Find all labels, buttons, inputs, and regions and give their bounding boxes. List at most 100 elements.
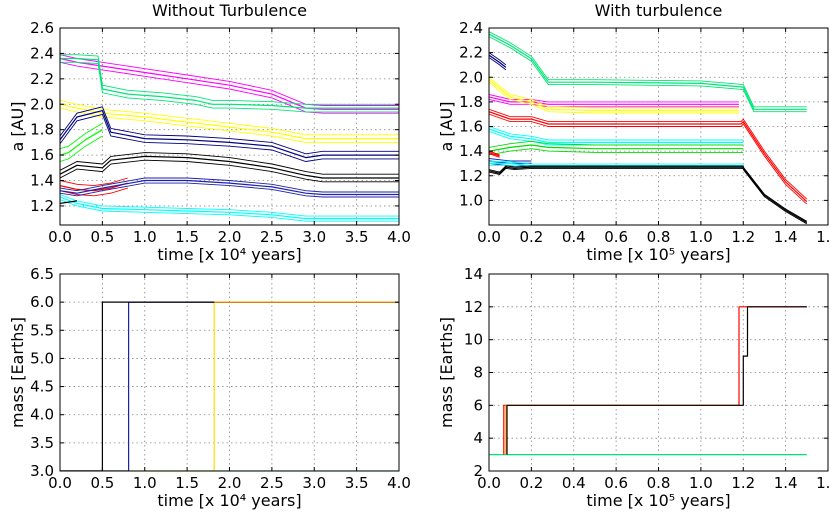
x-tick-label: 2.5 <box>260 474 284 492</box>
x-tick-label: 1.5 <box>175 228 199 246</box>
series-line <box>489 96 739 105</box>
series-band <box>489 81 739 114</box>
series-band <box>60 107 399 143</box>
series-line <box>60 200 78 204</box>
x-axis-label: time [x 10⁴ years] <box>157 491 301 510</box>
x-tick-label: 0.5 <box>90 228 114 246</box>
y-axis-label: mass [Earths] <box>437 317 456 428</box>
x-tick-label: 3.0 <box>302 474 326 492</box>
series-band <box>489 52 507 66</box>
series-band <box>60 135 103 162</box>
y-tick-label: 3.5 <box>30 434 54 452</box>
series-band <box>60 177 128 187</box>
y-tick-label: 1.2 <box>30 197 54 215</box>
x-tick-label: 3.5 <box>345 474 369 492</box>
series-band <box>489 148 744 156</box>
y-axis-label: a [AU] <box>8 101 27 151</box>
series-line <box>60 103 399 140</box>
series-group <box>60 54 399 222</box>
series-band <box>489 57 507 71</box>
y-tick-label: 1.4 <box>30 172 54 190</box>
series-band <box>489 36 807 113</box>
series-line <box>489 111 808 203</box>
series-band <box>60 106 399 155</box>
y-tick-label: 12 <box>464 298 483 316</box>
series-line <box>60 155 399 179</box>
series-band <box>60 194 399 217</box>
y-tick-label: 3.0 <box>30 462 54 480</box>
x-tick-label: 1.6 <box>816 474 830 492</box>
series-group <box>489 306 807 456</box>
series-line <box>489 54 507 68</box>
series-line <box>489 128 744 144</box>
x-tick-label: 0.0 <box>477 228 501 246</box>
y-tick-label: 4.5 <box>30 378 54 396</box>
x-tick-label: 1.6 <box>816 228 830 246</box>
y-tick-label: 2.2 <box>459 44 483 62</box>
y-tick-label: 5.5 <box>30 321 54 339</box>
series-line <box>489 33 807 110</box>
x-tick-label: 0.2 <box>519 474 543 492</box>
y-tick-label: 6 <box>473 396 483 414</box>
series-band <box>60 54 399 106</box>
x-tick-label: 1.4 <box>774 474 798 492</box>
y-tick-label: 1.2 <box>459 167 483 185</box>
x-tick-label: 0.5 <box>90 474 114 492</box>
x-tick-label: 1.0 <box>133 228 157 246</box>
y-tick-label: 1.8 <box>459 93 483 111</box>
x-tick-label: 0.0 <box>48 474 72 492</box>
y-tick-label: 2.0 <box>459 68 483 86</box>
series-band <box>60 177 399 193</box>
series-line <box>489 79 739 112</box>
panel-with-turbulence: 0.0 0.2 0.4 0.6 0.8 1.0 1.2 1.4 1.6 1.0 1.2 1.4 1.6 1… <box>437 1 830 264</box>
series-line <box>489 166 808 224</box>
series-band <box>489 165 808 222</box>
x-tick-label: 1.2 <box>731 474 755 492</box>
y-tick-label: 2.2 <box>30 70 54 88</box>
y-tick-label: 6.0 <box>30 293 54 311</box>
y-tick-label: 2.0 <box>30 95 54 113</box>
x-tick-label: 0.6 <box>604 474 628 492</box>
y-tick-label: 1.0 <box>459 191 483 209</box>
x-tick-label: 2.0 <box>218 474 242 492</box>
series-band <box>489 150 500 156</box>
x-tick-label: 4.0 <box>387 474 411 492</box>
y-tick-label: 4 <box>473 429 483 447</box>
series-line <box>60 179 399 196</box>
chart-title: With turbulence <box>595 1 723 20</box>
series-band <box>60 122 103 150</box>
x-tick-label: 0.8 <box>647 228 671 246</box>
x-tick-label: 1.0 <box>689 474 713 492</box>
x-tick-label: 3.5 <box>345 228 369 246</box>
series-band <box>489 113 808 205</box>
series-band <box>60 182 399 198</box>
y-tick-label: 8 <box>473 364 483 382</box>
panel-mass-without-turbulence: 0.0 0.5 1.0 1.5 2.0 2.5 3.0 3.5 4.0 3.0 3.5 4.0 4.5 5… <box>8 265 411 510</box>
series-line <box>60 129 103 156</box>
x-axis-label: time [x 10⁴ years] <box>157 245 301 264</box>
x-tick-label: 0.6 <box>604 228 628 246</box>
series-group <box>60 301 399 471</box>
series-band <box>60 54 399 105</box>
series-band <box>489 108 808 200</box>
y-tick-label: 2 <box>473 462 483 480</box>
x-tick-label: 4.0 <box>387 228 411 246</box>
y-tick-label: 5.0 <box>30 349 54 367</box>
x-tick-label: 0.4 <box>562 474 586 492</box>
x-tick-label: 3.0 <box>302 228 326 246</box>
series-line <box>489 144 744 152</box>
series-line <box>60 196 399 220</box>
x-tick-label: 0.4 <box>562 228 586 246</box>
series-band <box>489 76 739 109</box>
x-tick-label: 0.0 <box>477 474 501 492</box>
series-band <box>489 126 744 141</box>
y-tick-label: 2.4 <box>459 19 483 37</box>
x-tick-label: 0.2 <box>519 228 543 246</box>
series-band <box>489 31 807 108</box>
series-band <box>489 161 744 165</box>
y-tick-label: 1.6 <box>30 146 54 164</box>
series-band <box>60 61 399 114</box>
y-tick-label: 2.4 <box>30 44 54 62</box>
panel-without-turbulence: 0.0 0.5 1.0 1.5 2.0 2.5 3.0 3.5 4.0 1.2 1.4 1.6 1.8 2… <box>8 1 411 264</box>
